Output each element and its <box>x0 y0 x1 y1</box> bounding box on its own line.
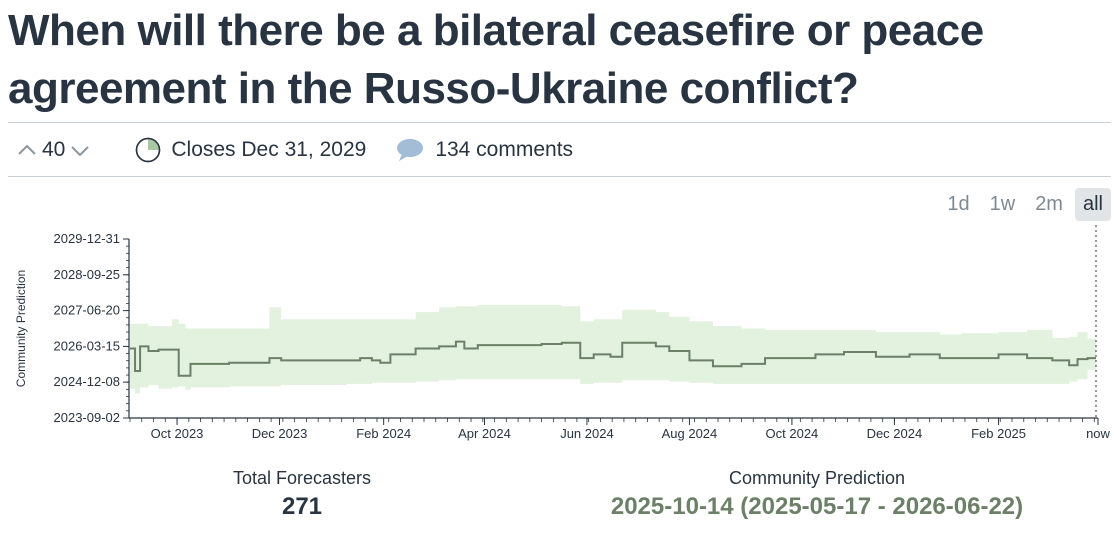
vote-control: 40 <box>16 138 91 162</box>
forecasters-stat: Total Forecasters 271 <box>202 468 402 521</box>
range-1d-button[interactable]: 1d <box>947 193 970 215</box>
time-range-selector: 1d 1w 2m all <box>935 188 1111 221</box>
x-tick-label: Aug 2024 <box>662 426 718 441</box>
comments-link[interactable]: 134 comments <box>396 138 573 162</box>
community-prediction-stat: Community Prediction 2025-10-14 (2025-05… <box>560 468 1074 521</box>
uncertainty-band <box>130 304 1096 394</box>
x-tick-label: Oct 2023 <box>151 426 204 441</box>
y-tick-label: 2028-09-25 <box>54 267 121 282</box>
x-tick-label: Jun 2024 <box>560 426 614 441</box>
vote-count: 40 <box>42 137 66 161</box>
y-tick-label: 2026-03-15 <box>54 338 121 353</box>
downvote-chevron-icon[interactable] <box>69 139 91 161</box>
x-tick-label: now <box>1086 426 1110 441</box>
clock-pie-icon <box>136 137 161 162</box>
y-tick-label: 2024-12-08 <box>54 374 121 389</box>
x-tick-label: Dec 2023 <box>252 426 308 441</box>
comments-count: 134 comments <box>435 137 574 161</box>
x-tick-label: Dec 2024 <box>867 426 923 441</box>
y-tick-label: 2023-09-02 <box>54 410 121 425</box>
question-title: When will there be a bilateral ceasefire… <box>8 6 984 113</box>
forecasters-label: Total Forecasters <box>232 468 372 488</box>
prediction-chart: 2023-09-02 2024-12-08 2026-03-15 2027-06-20… <box>14 225 1111 441</box>
x-tick-label: Feb 2025 <box>971 426 1026 441</box>
median-line <box>130 340 1096 377</box>
community-prediction-label: Community Prediction <box>728 468 906 488</box>
upvote-chevron-icon[interactable] <box>16 139 38 161</box>
range-all-button[interactable]: all <box>1074 188 1111 221</box>
close-date-text: Closes Dec 31, 2029 <box>171 137 367 161</box>
x-tick-label: Apr 2024 <box>458 426 511 441</box>
range-1w-button[interactable]: 1w <box>989 193 1016 215</box>
y-axis-label: Community Prediction <box>14 270 28 387</box>
close-date: Closes Dec 31, 2029 <box>135 137 366 163</box>
forecasters-value: 271 <box>281 493 323 520</box>
range-2m-button[interactable]: 2m <box>1035 193 1063 215</box>
y-tick-label: 2027-06-20 <box>54 303 121 318</box>
community-prediction-value: 2025-10-14 (2025-05-17 - 2026-06-22) <box>610 493 1024 520</box>
x-tick-label: Oct 2024 <box>766 426 819 441</box>
y-tick-label: 2029-12-31 <box>54 231 121 246</box>
x-tick-label: Feb 2024 <box>356 426 411 441</box>
question-meta-bar: 40 Closes Dec 31, 2029 134 comments <box>8 122 1111 177</box>
comment-bubble-icon <box>397 138 424 161</box>
